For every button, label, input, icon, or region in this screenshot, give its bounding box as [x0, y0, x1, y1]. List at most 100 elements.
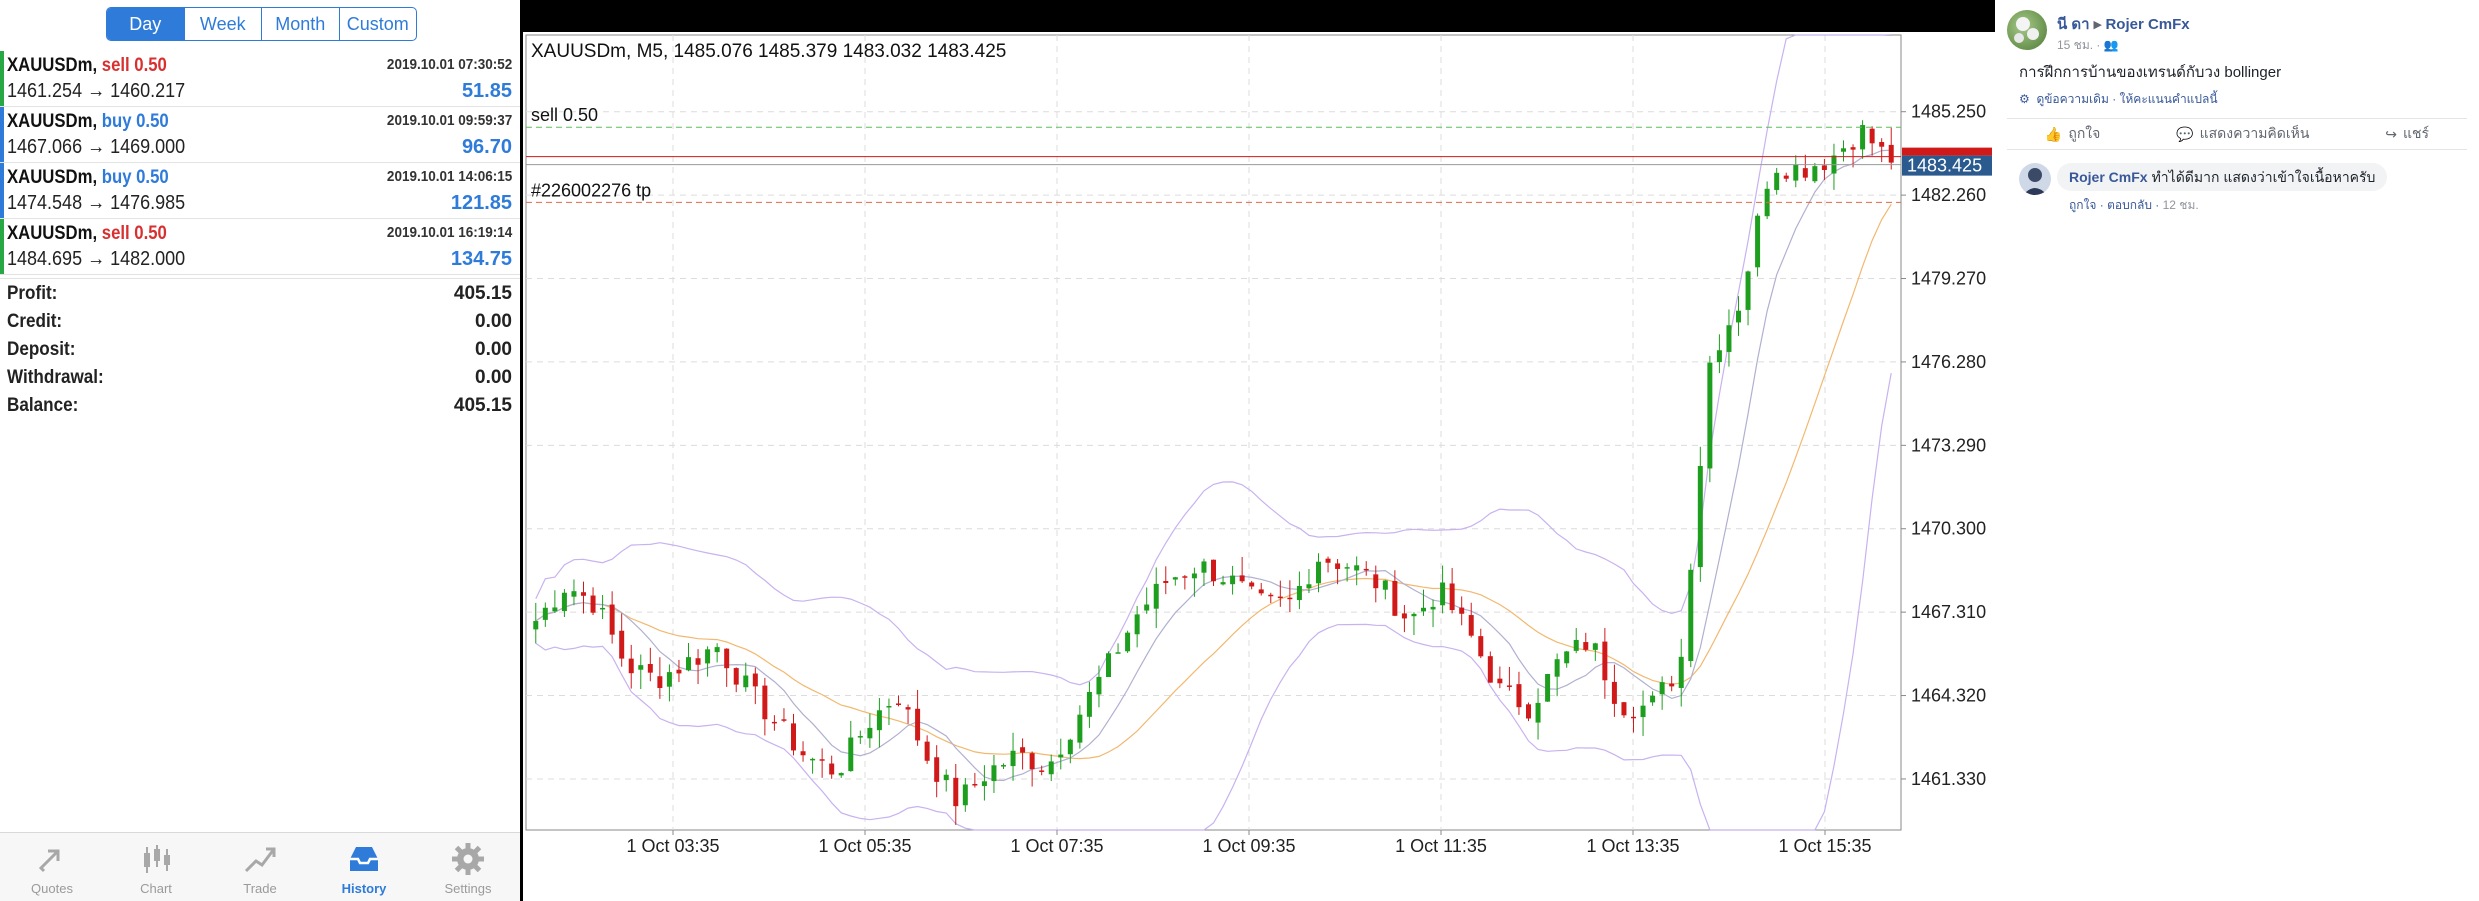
candle-body: [1449, 583, 1455, 611]
upper-band: [535, 34, 1892, 686]
candle: [1812, 162, 1818, 184]
price-label: 1467.310: [1911, 602, 1986, 622]
candle: [1421, 589, 1426, 616]
candle-body: [1125, 632, 1131, 652]
comment-button[interactable]: 💬 แสดงความคิดเห็น: [2176, 125, 2310, 142]
post-page[interactable]: Rojer CmFx: [2105, 16, 2190, 33]
candle-body: [838, 773, 844, 776]
summary-row-credit: Credit: 0.00: [7, 311, 512, 332]
trade-row[interactable]: XAUUSDm, sell 0.50 2019.10.01 16:19:14 1…: [0, 219, 520, 275]
candle-body: [1659, 682, 1665, 695]
candle-body: [1745, 271, 1751, 310]
like-button[interactable]: 👍 ถูกใจ: [2044, 125, 2101, 142]
candle-body: [1373, 574, 1379, 589]
candle: [1506, 666, 1512, 691]
candle: [714, 643, 720, 663]
candle-body: [1554, 659, 1560, 677]
quotes-icon: [38, 849, 60, 873]
candle: [1888, 127, 1894, 170]
candle: [1182, 575, 1188, 590]
candle-body: [857, 736, 863, 738]
post-author-line[interactable]: นี ดา ▸ Rojer CmFx: [2057, 12, 2190, 36]
avatar[interactable]: [2007, 10, 2047, 50]
tab-quotes[interactable]: Quotes: [0, 833, 104, 901]
candle: [676, 659, 682, 683]
candle-body: [1354, 565, 1360, 571]
candle: [686, 643, 691, 672]
price-label: 1476.280: [1911, 352, 1986, 372]
candle: [876, 698, 882, 748]
comment-author[interactable]: Rojer CmFx: [2069, 169, 2148, 185]
rate-translation-link[interactable]: ให้คะแนนคำแปลนี้: [2119, 92, 2218, 106]
period-day-button[interactable]: Day: [107, 8, 185, 40]
tab-settings[interactable]: Settings: [416, 833, 520, 901]
candle-body: [1258, 589, 1264, 594]
triangle-right-icon: ▸: [2093, 16, 2102, 33]
candle-body: [1459, 607, 1465, 614]
candle: [1497, 666, 1503, 689]
candle: [800, 741, 806, 762]
candle: [1048, 754, 1054, 782]
trade-symbol: XAUUSDm, buy 0.50: [7, 111, 169, 132]
trade-side: sell 0.50: [101, 223, 167, 244]
tab-trade[interactable]: Trade: [208, 833, 312, 901]
candle: [1354, 556, 1360, 586]
candle-body: [1287, 597, 1293, 600]
candle-body: [762, 685, 768, 720]
candle-body: [1583, 642, 1589, 650]
candle: [1125, 630, 1131, 653]
candlestick-chart-svg[interactable]: sell 0.50#226002276 tp 1485.2501482.2601…: [523, 32, 1995, 901]
time-label: 1 Oct 13:35: [1586, 836, 1679, 856]
candle-body: [1793, 164, 1799, 181]
candle: [1001, 763, 1006, 770]
candle: [743, 662, 749, 692]
candle: [991, 755, 997, 793]
price-chart[interactable]: sell 0.50 #226002276 tp 1485.250 1482.260 1…: [523, 32, 1995, 901]
candle-body: [600, 607, 606, 610]
candle-body: [1382, 580, 1388, 590]
candle-body: [609, 604, 615, 635]
share-button[interactable]: ↪ แชร์: [2385, 125, 2430, 142]
candle: [1344, 563, 1350, 582]
candle-body: [1497, 678, 1503, 684]
candle: [1716, 334, 1722, 374]
candle-body: [1048, 761, 1054, 775]
candle-body: [1545, 674, 1551, 702]
period-week-button[interactable]: Week: [185, 8, 262, 40]
comment-like-link[interactable]: ถูกใจ: [2069, 198, 2097, 212]
post-author[interactable]: นี ดา: [2057, 16, 2090, 33]
candle-body: [1860, 125, 1866, 150]
candle: [1869, 126, 1875, 156]
comment-meta: ถูกใจ · ตอบกลับ · 12 ชม.: [2069, 198, 2199, 212]
trade-row[interactable]: XAUUSDm, buy 0.50 2019.10.01 14:06:15 14…: [0, 163, 520, 219]
trade-row[interactable]: XAUUSDm, buy 0.50 2019.10.01 09:59:37 14…: [0, 107, 520, 163]
candle-body: [934, 757, 940, 782]
candle-body: [638, 665, 644, 670]
candle: [1621, 701, 1627, 718]
tab-history[interactable]: History: [312, 833, 416, 901]
candle: [1220, 575, 1226, 586]
order-lines: sell 0.50 #226002276 tp: [526, 105, 1901, 203]
period-custom-button[interactable]: Custom: [346, 13, 409, 34]
candle-body: [1411, 613, 1417, 617]
candle-body: [800, 751, 806, 756]
bottom-tab-bar: Quotes Chart Trade History Settings: [0, 832, 520, 901]
post-actions: 👍 ถูกใจ 💬 แสดงความคิดเห็น ↪ แชร์: [2007, 118, 2467, 150]
see-original-link[interactable]: ดูข้อความเดิม: [2036, 92, 2109, 106]
candle-body: [1172, 577, 1178, 580]
candle-body: [981, 781, 987, 787]
candle-body: [752, 673, 758, 687]
candle: [1020, 738, 1026, 770]
candle: [819, 748, 825, 778]
candle-body: [1201, 561, 1207, 573]
candle: [1850, 144, 1856, 168]
tab-chart[interactable]: Chart: [104, 833, 208, 901]
candle: [1640, 690, 1646, 736]
candle-body: [829, 763, 835, 775]
candle: [1554, 653, 1560, 697]
comment-avatar[interactable]: [2019, 163, 2051, 195]
comment-reply-link[interactable]: ตอบกลับ: [2107, 198, 2152, 212]
trade-prices: 1474.548 → 1476.985: [7, 192, 186, 214]
trade-row[interactable]: XAUUSDm, sell 0.50 2019.10.01 07:30:52 1…: [0, 51, 520, 107]
period-month-button[interactable]: Month: [262, 8, 340, 40]
